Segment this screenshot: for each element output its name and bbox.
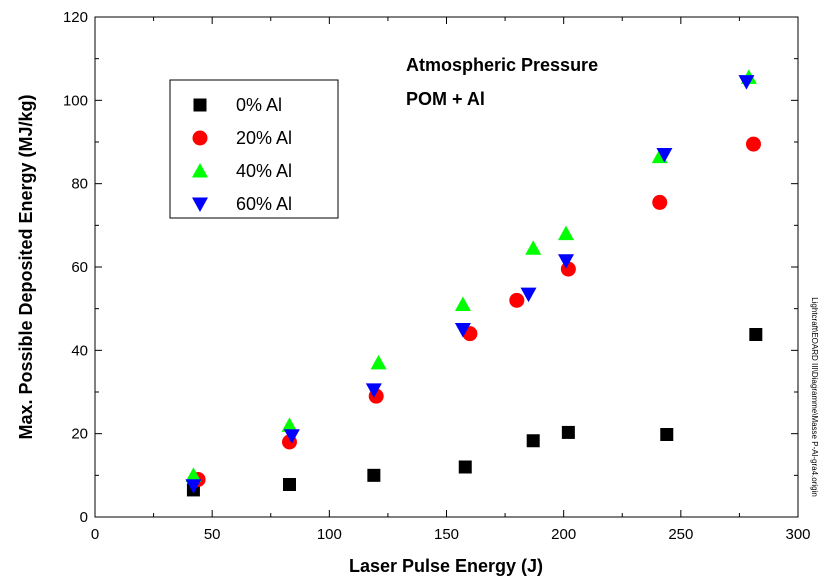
series-0 [187,328,762,496]
y-tick-labels: 0 20 40 60 80 100 120 [63,9,88,526]
y-tick-label: 40 [71,342,88,359]
y-axis-title: Max. Possible Deposited Energy (MJ/kg) [16,94,36,439]
data-point [652,195,667,210]
x-tick-label: 250 [668,526,693,543]
data-point [459,461,472,474]
data-point [749,328,762,341]
data-point [525,240,541,255]
data-point [509,293,524,308]
x-axis-title: Laser Pulse Energy (J) [349,556,543,576]
x-tick-label: 50 [204,526,221,543]
x-tick-label: 100 [317,526,342,543]
x-tick-labels: 0 50 100 150 200 250 300 [91,526,811,543]
data-point [283,478,296,491]
legend-label: 60% Al [236,194,292,214]
x-tick-label: 300 [785,526,810,543]
legend-label: 0% Al [236,95,282,115]
y-tick-label: 120 [63,9,88,26]
side-note: Lightcraft\EOARD III\Diagramme\Masse P-A… [810,297,818,497]
y-tick-label: 100 [63,92,88,109]
x-tick-label: 200 [551,526,576,543]
legend-label: 40% Al [236,161,292,181]
y-tick-label: 80 [71,176,88,193]
data-point [558,226,574,241]
data-point [455,297,471,312]
annotation-line-2: POM + Al [406,89,485,109]
data-point [562,426,575,439]
data-point [367,469,380,482]
legend-marker [194,99,207,112]
annotation-line-1: Atmospheric Pressure [406,55,598,75]
data-point [527,434,540,447]
data-point [746,137,761,152]
legend-marker [193,131,208,146]
y-tick-label: 60 [71,259,88,276]
x-tick-label: 0 [91,526,99,543]
data-point [660,428,673,441]
data-point [371,355,387,370]
legend: 0% Al 20% Al 40% Al 60% Al [170,80,338,218]
legend-label: 20% Al [236,128,292,148]
x-tick-label: 150 [434,526,459,543]
y-tick-label: 0 [80,509,88,526]
y-tick-label: 20 [71,426,88,443]
